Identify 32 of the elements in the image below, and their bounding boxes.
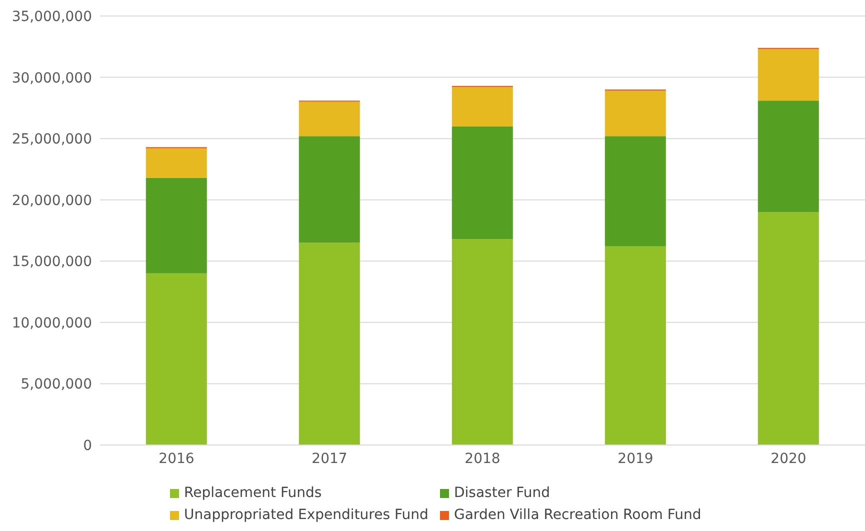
bar (604, 90, 666, 136)
bar (758, 49, 819, 101)
y-tick-label: 35,000,000 (12, 8, 92, 25)
x-tick-label: 2020 (770, 450, 806, 467)
x-tick-label: 2018 (464, 450, 500, 467)
bar (298, 242, 360, 445)
y-tick-label: 0 (83, 438, 92, 454)
y-tick-label: 25,000,000 (12, 132, 92, 148)
y-tick-label: 5,000,000 (20, 376, 92, 393)
x-tick-label: 2019 (618, 450, 654, 467)
bar (146, 273, 207, 445)
y-tick-label: 30,000,000 (12, 70, 92, 86)
legend-label: Garden Villa Recreation Room Fund (453, 507, 702, 523)
legend-label: Unappropriated Expenditures Fund (183, 507, 430, 523)
legend-label: Disaster Fund (453, 485, 552, 501)
y-tick-label: 10,000,000 (12, 315, 92, 332)
bar (758, 212, 819, 445)
y-tick-label: 15,000,000 (12, 254, 92, 270)
legend-label: Replacement Funds (183, 485, 323, 501)
x-tick-label: 2016 (158, 450, 194, 467)
bar (298, 136, 360, 243)
bar (146, 178, 207, 274)
bar (298, 102, 360, 136)
y-tick-label: 20,000,000 (12, 192, 92, 209)
bar (452, 239, 513, 445)
bar (604, 246, 666, 445)
bar (452, 87, 513, 126)
bar (452, 126, 513, 240)
bar (758, 100, 819, 212)
bar (146, 148, 207, 178)
bar (604, 136, 666, 246)
x-tick-label: 2017 (312, 450, 348, 467)
